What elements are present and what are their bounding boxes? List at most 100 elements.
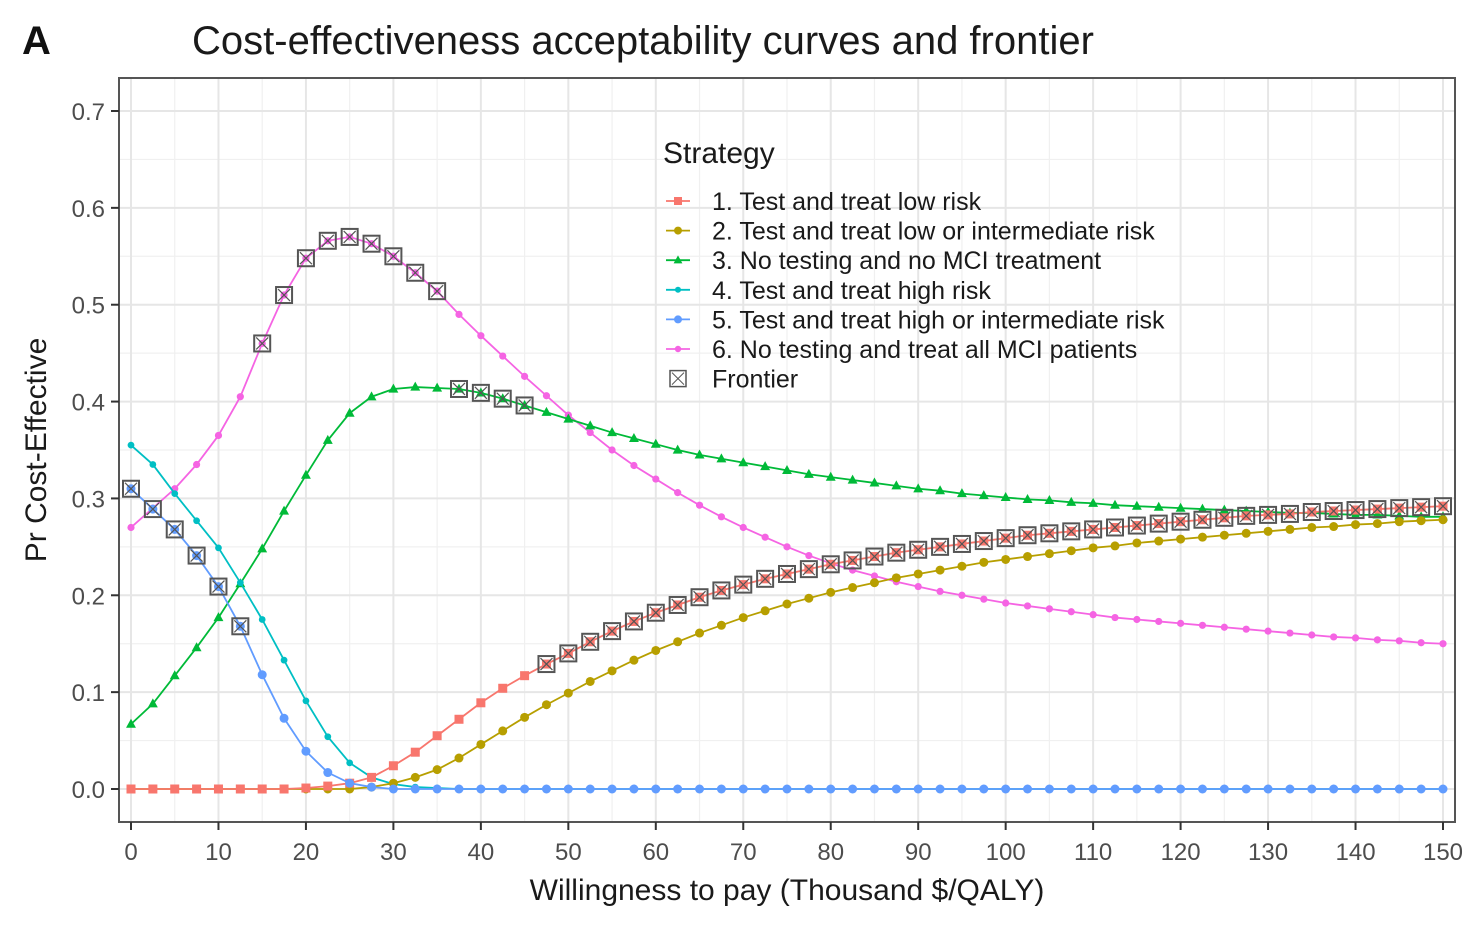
frontier-cross <box>1261 508 1275 522</box>
frontier-box <box>1390 499 1409 518</box>
data-point <box>913 784 923 794</box>
frontier-icon-cross <box>671 372 685 385</box>
frontier-marker <box>1106 518 1124 537</box>
data-point <box>607 427 618 437</box>
frontier-box <box>603 622 622 641</box>
data-point <box>323 781 333 791</box>
data-point <box>1000 492 1011 502</box>
data-point <box>891 573 901 583</box>
frontier-box <box>143 500 162 519</box>
frontier-cross <box>933 540 947 554</box>
frontier-box <box>952 534 971 553</box>
frontier-marker <box>275 286 294 305</box>
frontier-marker <box>1368 500 1387 519</box>
frontier-marker <box>1149 514 1168 533</box>
y-tick-label: 0.1 <box>72 680 105 707</box>
series-s5 <box>126 484 1448 794</box>
data-point <box>1395 637 1403 645</box>
frontier-marker <box>296 249 315 268</box>
data-point <box>1001 784 1011 794</box>
data-point <box>651 645 661 655</box>
data-point <box>192 784 202 794</box>
data-point <box>323 768 333 778</box>
data-point <box>673 637 683 647</box>
y-axis: 0.0 0.1 0.2 0.3 0.4 0.5 0.6 0.7 <box>72 99 119 804</box>
data-point <box>432 382 443 392</box>
frontier-cross <box>649 606 663 620</box>
frontier-box <box>275 286 294 305</box>
frontier-cross <box>1086 522 1100 536</box>
data-point <box>169 670 180 680</box>
data-point <box>1241 528 1251 538</box>
data-point <box>783 543 791 551</box>
data-point <box>628 432 639 442</box>
frontier-cross <box>955 537 969 551</box>
data-point <box>1131 500 1142 510</box>
data-point <box>760 461 771 471</box>
data-point <box>1286 629 1294 637</box>
data-point <box>322 434 333 444</box>
data-point <box>695 501 704 509</box>
data-point <box>476 698 486 708</box>
data-point <box>1219 530 1229 540</box>
data-point <box>782 784 792 794</box>
x-tick-label: 0 <box>124 839 137 866</box>
frontier-cross <box>1436 499 1450 513</box>
data-point <box>193 517 200 525</box>
data-point <box>630 461 638 470</box>
legend-key-marker <box>674 315 682 324</box>
frontier-marker <box>406 263 425 282</box>
frontier-icon <box>669 369 687 388</box>
data-point <box>1241 784 1251 794</box>
frontier-box <box>581 632 600 651</box>
frontier-marker <box>362 234 381 253</box>
frontier-marker <box>952 534 971 553</box>
frontier-box <box>734 575 753 594</box>
data-point <box>847 474 858 484</box>
data-point <box>498 726 508 736</box>
x-tick-label: 110 <box>1074 839 1112 866</box>
frontier-cross <box>1349 503 1362 517</box>
data-point <box>1394 784 1404 794</box>
data-point <box>936 587 944 596</box>
data-point <box>1023 602 1032 610</box>
legend-key-marker <box>674 345 682 353</box>
data-point <box>1330 633 1338 641</box>
frontier-marker <box>559 644 578 663</box>
x-tick-label: 70 <box>730 839 757 866</box>
frontier-cross <box>999 531 1013 545</box>
x-tick-label: 90 <box>905 839 932 866</box>
data-point <box>1329 784 1339 794</box>
data-point <box>258 616 266 623</box>
frontier-box <box>209 577 228 596</box>
data-point <box>825 471 836 481</box>
data-point <box>804 593 814 603</box>
data-point <box>914 582 922 591</box>
frontier-box <box>799 560 818 579</box>
data-point <box>1439 640 1447 648</box>
data-point <box>739 523 747 532</box>
frontier-box <box>493 389 512 408</box>
data-point <box>388 784 398 794</box>
frontier-cross <box>277 288 291 302</box>
frontier-cross <box>343 230 357 244</box>
frontier-marker <box>646 603 665 622</box>
data-point <box>302 697 310 705</box>
data-point <box>213 784 223 794</box>
data-point <box>935 565 945 575</box>
frontier-box <box>1346 501 1365 520</box>
x-tick-label: 150 <box>1423 839 1463 866</box>
data-point <box>1372 784 1382 794</box>
data-point <box>805 551 813 560</box>
x-axis: 0 10 20 30 40 50 60 70 80 90 100 110 120 130 140 150 <box>124 822 1463 866</box>
data-point <box>1417 639 1425 647</box>
data-point <box>455 310 463 318</box>
frontier-marker <box>1193 510 1212 529</box>
data-point <box>170 784 180 794</box>
y-tick-label: 0.4 <box>72 390 105 417</box>
frontier-marker <box>1215 508 1234 527</box>
data-point <box>541 406 552 416</box>
frontier-box <box>122 479 140 498</box>
y-axis-title: Pr Cost-Effective <box>20 338 53 563</box>
frontier-marker <box>668 595 687 614</box>
